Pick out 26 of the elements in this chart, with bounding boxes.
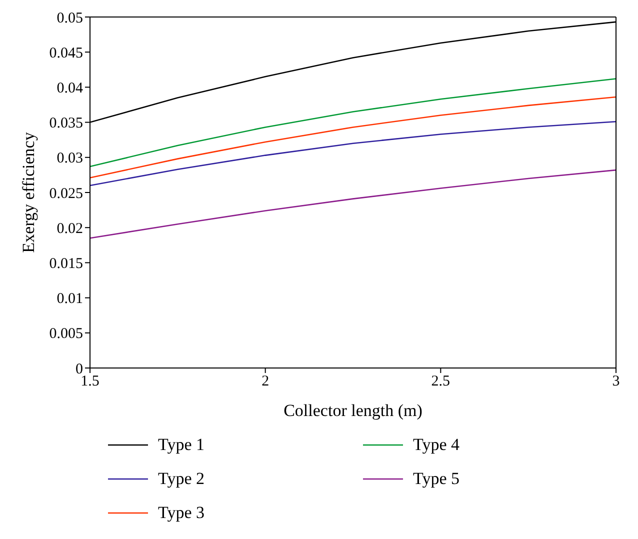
line-series (90, 169, 616, 239)
legend-label: Type 1 (158, 435, 204, 455)
legend-label: Type 3 (158, 503, 204, 523)
y-tick-label: 0.015 (49, 256, 83, 272)
y-axis-title: Exergy efficiency (19, 132, 38, 253)
y-tick-label: 0.03 (56, 150, 83, 167)
y-tick-label: 0.02 (56, 220, 83, 237)
x-axis-title: Collector length (m) (284, 401, 422, 420)
line-series (90, 96, 616, 178)
x-tick-label: 1.5 (80, 374, 100, 390)
x-tick-label: 2 (262, 374, 270, 390)
y-tick-label: 0.025 (49, 186, 83, 202)
line-series (90, 78, 616, 168)
y-tick-label: 0.01 (56, 291, 83, 308)
y-tick-label: 0 (76, 361, 83, 378)
line-series (90, 120, 616, 186)
y-tick-label: 0.035 (49, 116, 83, 132)
y-tick-label: 0.04 (56, 80, 84, 97)
x-tick-label: 3 (612, 374, 620, 390)
legend-label: Type 5 (413, 469, 460, 489)
y-tick-label: 0.05 (56, 10, 83, 26)
y-tick-label: 0.005 (49, 326, 83, 342)
legend-label: Type 4 (413, 435, 460, 455)
y-tick-label: 0.045 (49, 45, 83, 62)
x-tick-label: 2.5 (431, 374, 450, 390)
legend-label: Type 2 (158, 469, 204, 489)
